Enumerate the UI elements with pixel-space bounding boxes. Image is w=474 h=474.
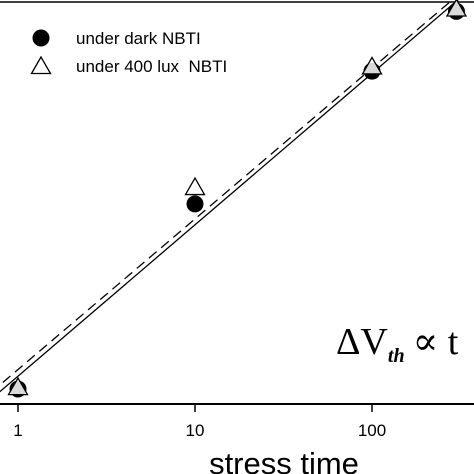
fit-line-light (0, 0, 454, 386)
legend-label-light: under 400 lux NBTI (76, 57, 227, 76)
x-axis-label: stress time (209, 446, 359, 474)
plot-frame (0, 1, 474, 405)
x-ticks: 1 10 100 (13, 404, 386, 440)
fit-lines (0, 0, 459, 393)
annotation-delta-v: ΔV (336, 321, 388, 363)
annotation-relation: ∝ t (413, 321, 459, 363)
legend-marker-dark (32, 29, 50, 47)
legend-marker-light (30, 55, 52, 75)
x-tick-label: 1 (13, 421, 22, 440)
fit-line-dark (0, 0, 459, 393)
light-nbti-point (7, 376, 29, 396)
data-markers (7, 0, 468, 398)
light-nbti-point (184, 176, 206, 196)
delta-vth-annotation: ΔVth ∝ t (336, 321, 459, 367)
dark-nbti-point (186, 195, 204, 213)
legend: under dark NBTI under 400 lux NBTI (30, 29, 227, 76)
annotation-subscript: th (388, 345, 405, 367)
legend-label-dark: under dark NBTI (76, 29, 201, 48)
light-nbti-point (361, 56, 383, 75)
x-tick-label: 10 (186, 421, 205, 440)
x-tick-label: 100 (358, 421, 386, 440)
light-nbti-point (445, 0, 468, 17)
